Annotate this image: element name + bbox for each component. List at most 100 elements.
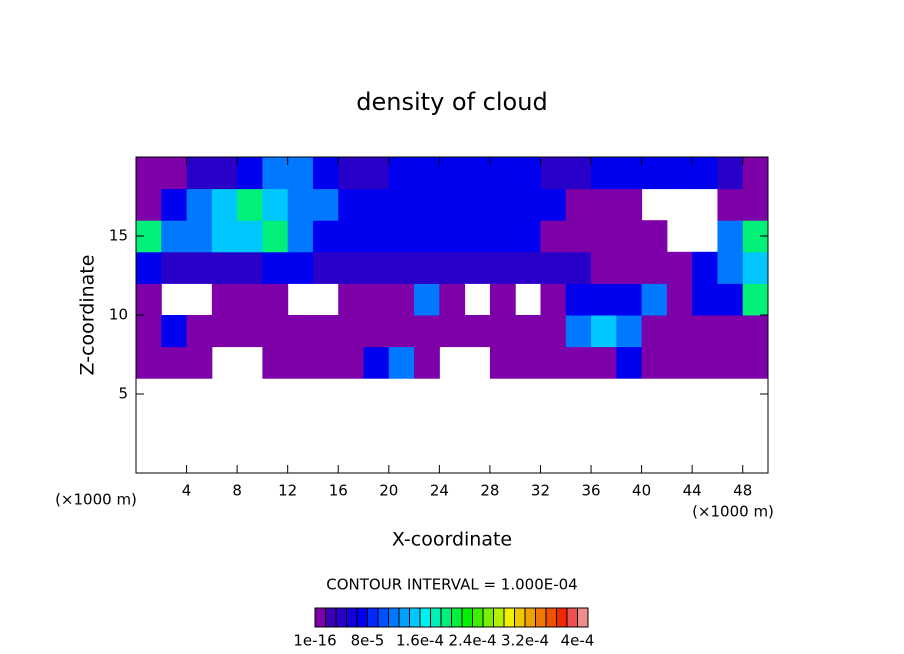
contour-cell xyxy=(464,315,491,348)
colorbar-swatch xyxy=(577,607,589,628)
contour-cell xyxy=(565,157,592,190)
contour-cell xyxy=(515,346,541,379)
colorbar-swatch xyxy=(388,607,400,628)
contour-cell xyxy=(262,220,289,253)
colorbar-swatch xyxy=(398,607,410,628)
contour-cell xyxy=(717,251,744,284)
contour-cell xyxy=(717,315,744,348)
chart-title: density of cloud xyxy=(356,88,547,116)
contour-cell xyxy=(641,346,668,379)
contour-cell xyxy=(136,283,162,316)
contour-cell xyxy=(237,283,263,316)
y-tick-label: 10 xyxy=(109,306,128,324)
y-tick-label: 15 xyxy=(109,227,128,245)
colorbar-swatch xyxy=(493,607,505,628)
contour-cell xyxy=(515,315,541,348)
x-unit: (×1000 m) xyxy=(692,503,774,521)
contour-cell xyxy=(414,220,440,253)
contour-cell xyxy=(641,251,668,284)
contour-cell xyxy=(641,220,668,253)
contour-cell xyxy=(591,346,617,379)
contour-cell xyxy=(439,220,466,253)
contour-cell xyxy=(186,251,213,284)
colorbar-swatch xyxy=(472,607,484,628)
contour-cell xyxy=(540,251,567,284)
x-tick-label: 32 xyxy=(531,482,550,500)
colorbar-swatch xyxy=(346,607,358,628)
colorbar-swatch xyxy=(367,607,379,628)
contour-cell xyxy=(591,315,617,348)
contour-cell xyxy=(161,188,188,221)
x-tick-label: 24 xyxy=(430,482,449,500)
contour-cell xyxy=(565,346,592,379)
contour-cell xyxy=(540,220,567,253)
contour-cell xyxy=(464,157,491,190)
contour-cell xyxy=(489,346,516,379)
colorbar-tick-label: 3.2e-4 xyxy=(501,632,549,650)
contour-cell xyxy=(161,251,188,284)
contour-cell xyxy=(464,188,491,221)
contour-interval: CONTOUR INTERVAL = 1.000E-04 xyxy=(326,576,577,594)
colorbar-swatch xyxy=(566,607,578,628)
contour-cell xyxy=(464,220,491,253)
colorbar-swatch xyxy=(514,607,526,628)
contour-cell xyxy=(338,283,365,316)
x-tick-label: 40 xyxy=(632,482,651,500)
contour-cell xyxy=(666,315,693,348)
colorbar-swatch xyxy=(440,607,452,628)
contour-cell xyxy=(287,251,314,284)
contour-cell xyxy=(338,315,365,348)
contour-cell xyxy=(211,315,238,348)
contour-cell xyxy=(565,283,592,316)
contour-cell xyxy=(287,315,314,348)
contour-cell xyxy=(161,346,188,379)
contour-cell xyxy=(388,283,415,316)
contour-cell xyxy=(363,315,390,348)
contour-cell xyxy=(312,315,339,348)
x-tick-label: 36 xyxy=(581,482,600,500)
contour-cell xyxy=(616,188,643,221)
contour-cell xyxy=(262,315,289,348)
contour-cell xyxy=(464,251,491,284)
contour-cell xyxy=(439,315,466,348)
contour-cell xyxy=(692,251,718,284)
contour-cell xyxy=(666,346,693,379)
contour-cell xyxy=(161,220,188,253)
contour-cell xyxy=(363,346,390,379)
x-tick-label: 12 xyxy=(278,482,297,500)
contour-cell xyxy=(262,251,289,284)
contour-cell xyxy=(161,315,188,348)
contour-cell xyxy=(591,283,617,316)
contour-cell xyxy=(439,188,466,221)
contour-cell xyxy=(211,283,238,316)
contour-cell xyxy=(616,315,643,348)
contour-cell xyxy=(186,346,213,379)
contour-cell xyxy=(439,283,466,316)
x-tick-label: 44 xyxy=(683,482,702,500)
y-unit: (×1000 m) xyxy=(55,491,137,509)
contour-cell xyxy=(338,188,365,221)
contour-cell xyxy=(287,220,314,253)
contour-cell xyxy=(666,251,693,284)
contour-cell xyxy=(591,220,617,253)
contour-cell xyxy=(363,157,390,190)
contour-cell xyxy=(388,346,415,379)
contour-cell xyxy=(287,157,314,190)
colorbar-tick-label: 8e-5 xyxy=(351,632,385,650)
contour-cell xyxy=(186,157,213,190)
y-tick-label: 5 xyxy=(118,385,128,403)
contour-cell xyxy=(414,157,440,190)
contour-cell xyxy=(540,315,567,348)
contour-cell xyxy=(388,157,415,190)
contour-cell xyxy=(742,157,769,190)
contour-cell xyxy=(136,315,162,348)
contour-cell xyxy=(186,188,213,221)
contour-cell xyxy=(540,283,567,316)
contour-cell xyxy=(388,251,415,284)
contour-cell xyxy=(312,188,339,221)
colorbar-swatch xyxy=(461,607,473,628)
contour-cell xyxy=(211,188,238,221)
contour-cell xyxy=(312,220,339,253)
contour-cell xyxy=(414,283,440,316)
